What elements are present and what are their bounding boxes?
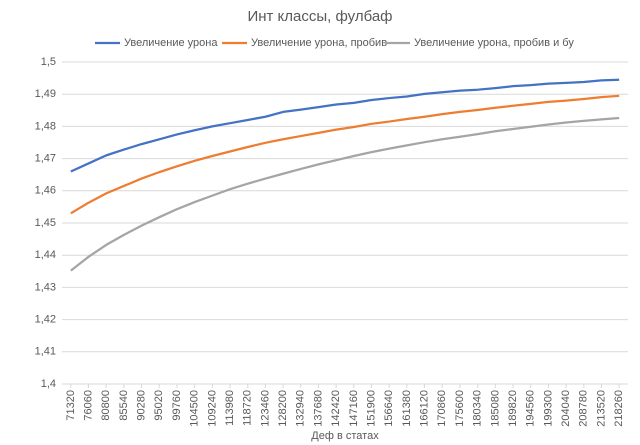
y-tick-label: 1,43 bbox=[35, 281, 56, 293]
x-tick-label: 80800 bbox=[100, 390, 112, 421]
x-tick-label: 128200 bbox=[277, 390, 289, 427]
x-tick-label: 161380 bbox=[401, 390, 413, 427]
legend-label: Увеличение урона bbox=[124, 37, 218, 49]
x-tick-label: 147160 bbox=[348, 390, 360, 427]
x-tick-label: 132940 bbox=[295, 390, 307, 427]
y-tick-label: 1,41 bbox=[35, 346, 56, 358]
x-tick-label: 113980 bbox=[224, 390, 236, 426]
x-tick-label: 104500 bbox=[189, 390, 201, 427]
x-tick-label: 213520 bbox=[595, 390, 607, 427]
chart-title: Инт классы, фулбаф bbox=[247, 8, 392, 25]
x-tick-label: 156640 bbox=[383, 390, 395, 427]
x-tick-label: 123460 bbox=[259, 390, 271, 427]
y-tick-label: 1,46 bbox=[35, 185, 56, 197]
y-tick-label: 1,49 bbox=[35, 88, 56, 100]
x-tick-label: 99760 bbox=[171, 390, 183, 421]
x-tick-label: 170860 bbox=[436, 390, 448, 427]
y-tick-label: 1,45 bbox=[35, 217, 56, 229]
x-tick-label: 76060 bbox=[82, 390, 94, 421]
y-tick-label: 1,48 bbox=[35, 120, 56, 132]
series-line bbox=[70, 94, 620, 215]
legend-label: Увеличение урона, пробив bbox=[251, 37, 387, 49]
x-tick-label: 95020 bbox=[153, 390, 165, 421]
x-tick-label: 137680 bbox=[312, 390, 324, 427]
x-tick-label: 199300 bbox=[542, 390, 554, 427]
x-tick-label: 208780 bbox=[578, 390, 590, 427]
x-tick-label: 204040 bbox=[560, 390, 572, 427]
x-tick-label: 71320 bbox=[65, 390, 77, 421]
x-tick-label: 85540 bbox=[118, 390, 130, 421]
y-tick-label: 1,44 bbox=[35, 249, 56, 261]
x-tick-label: 185080 bbox=[489, 390, 501, 427]
x-axis-title: Деф в статах bbox=[311, 430, 379, 442]
y-tick-label: 1,5 bbox=[41, 56, 56, 68]
x-tick-label: 175600 bbox=[454, 390, 466, 427]
x-tick-label: 166120 bbox=[419, 390, 431, 427]
x-tick-label: 90280 bbox=[136, 390, 148, 421]
x-tick-label: 142420 bbox=[330, 390, 342, 427]
y-tick-label: 1,47 bbox=[35, 153, 56, 165]
x-tick-label: 189820 bbox=[507, 390, 519, 427]
x-tick-label: 218260 bbox=[613, 390, 625, 427]
x-tick-label: 194560 bbox=[525, 390, 537, 427]
x-tick-label: 118720 bbox=[242, 390, 254, 426]
y-tick-label: 1,4 bbox=[41, 378, 56, 390]
y-tick-label: 1,42 bbox=[35, 314, 56, 326]
x-tick-label: 109240 bbox=[206, 390, 218, 427]
x-tick-label: 180340 bbox=[472, 390, 484, 427]
x-tick-label: 151900 bbox=[365, 390, 377, 427]
series-line bbox=[70, 116, 620, 272]
legend-label: Увеличение урона, пробив и бу bbox=[414, 37, 574, 49]
series-line bbox=[70, 78, 620, 173]
